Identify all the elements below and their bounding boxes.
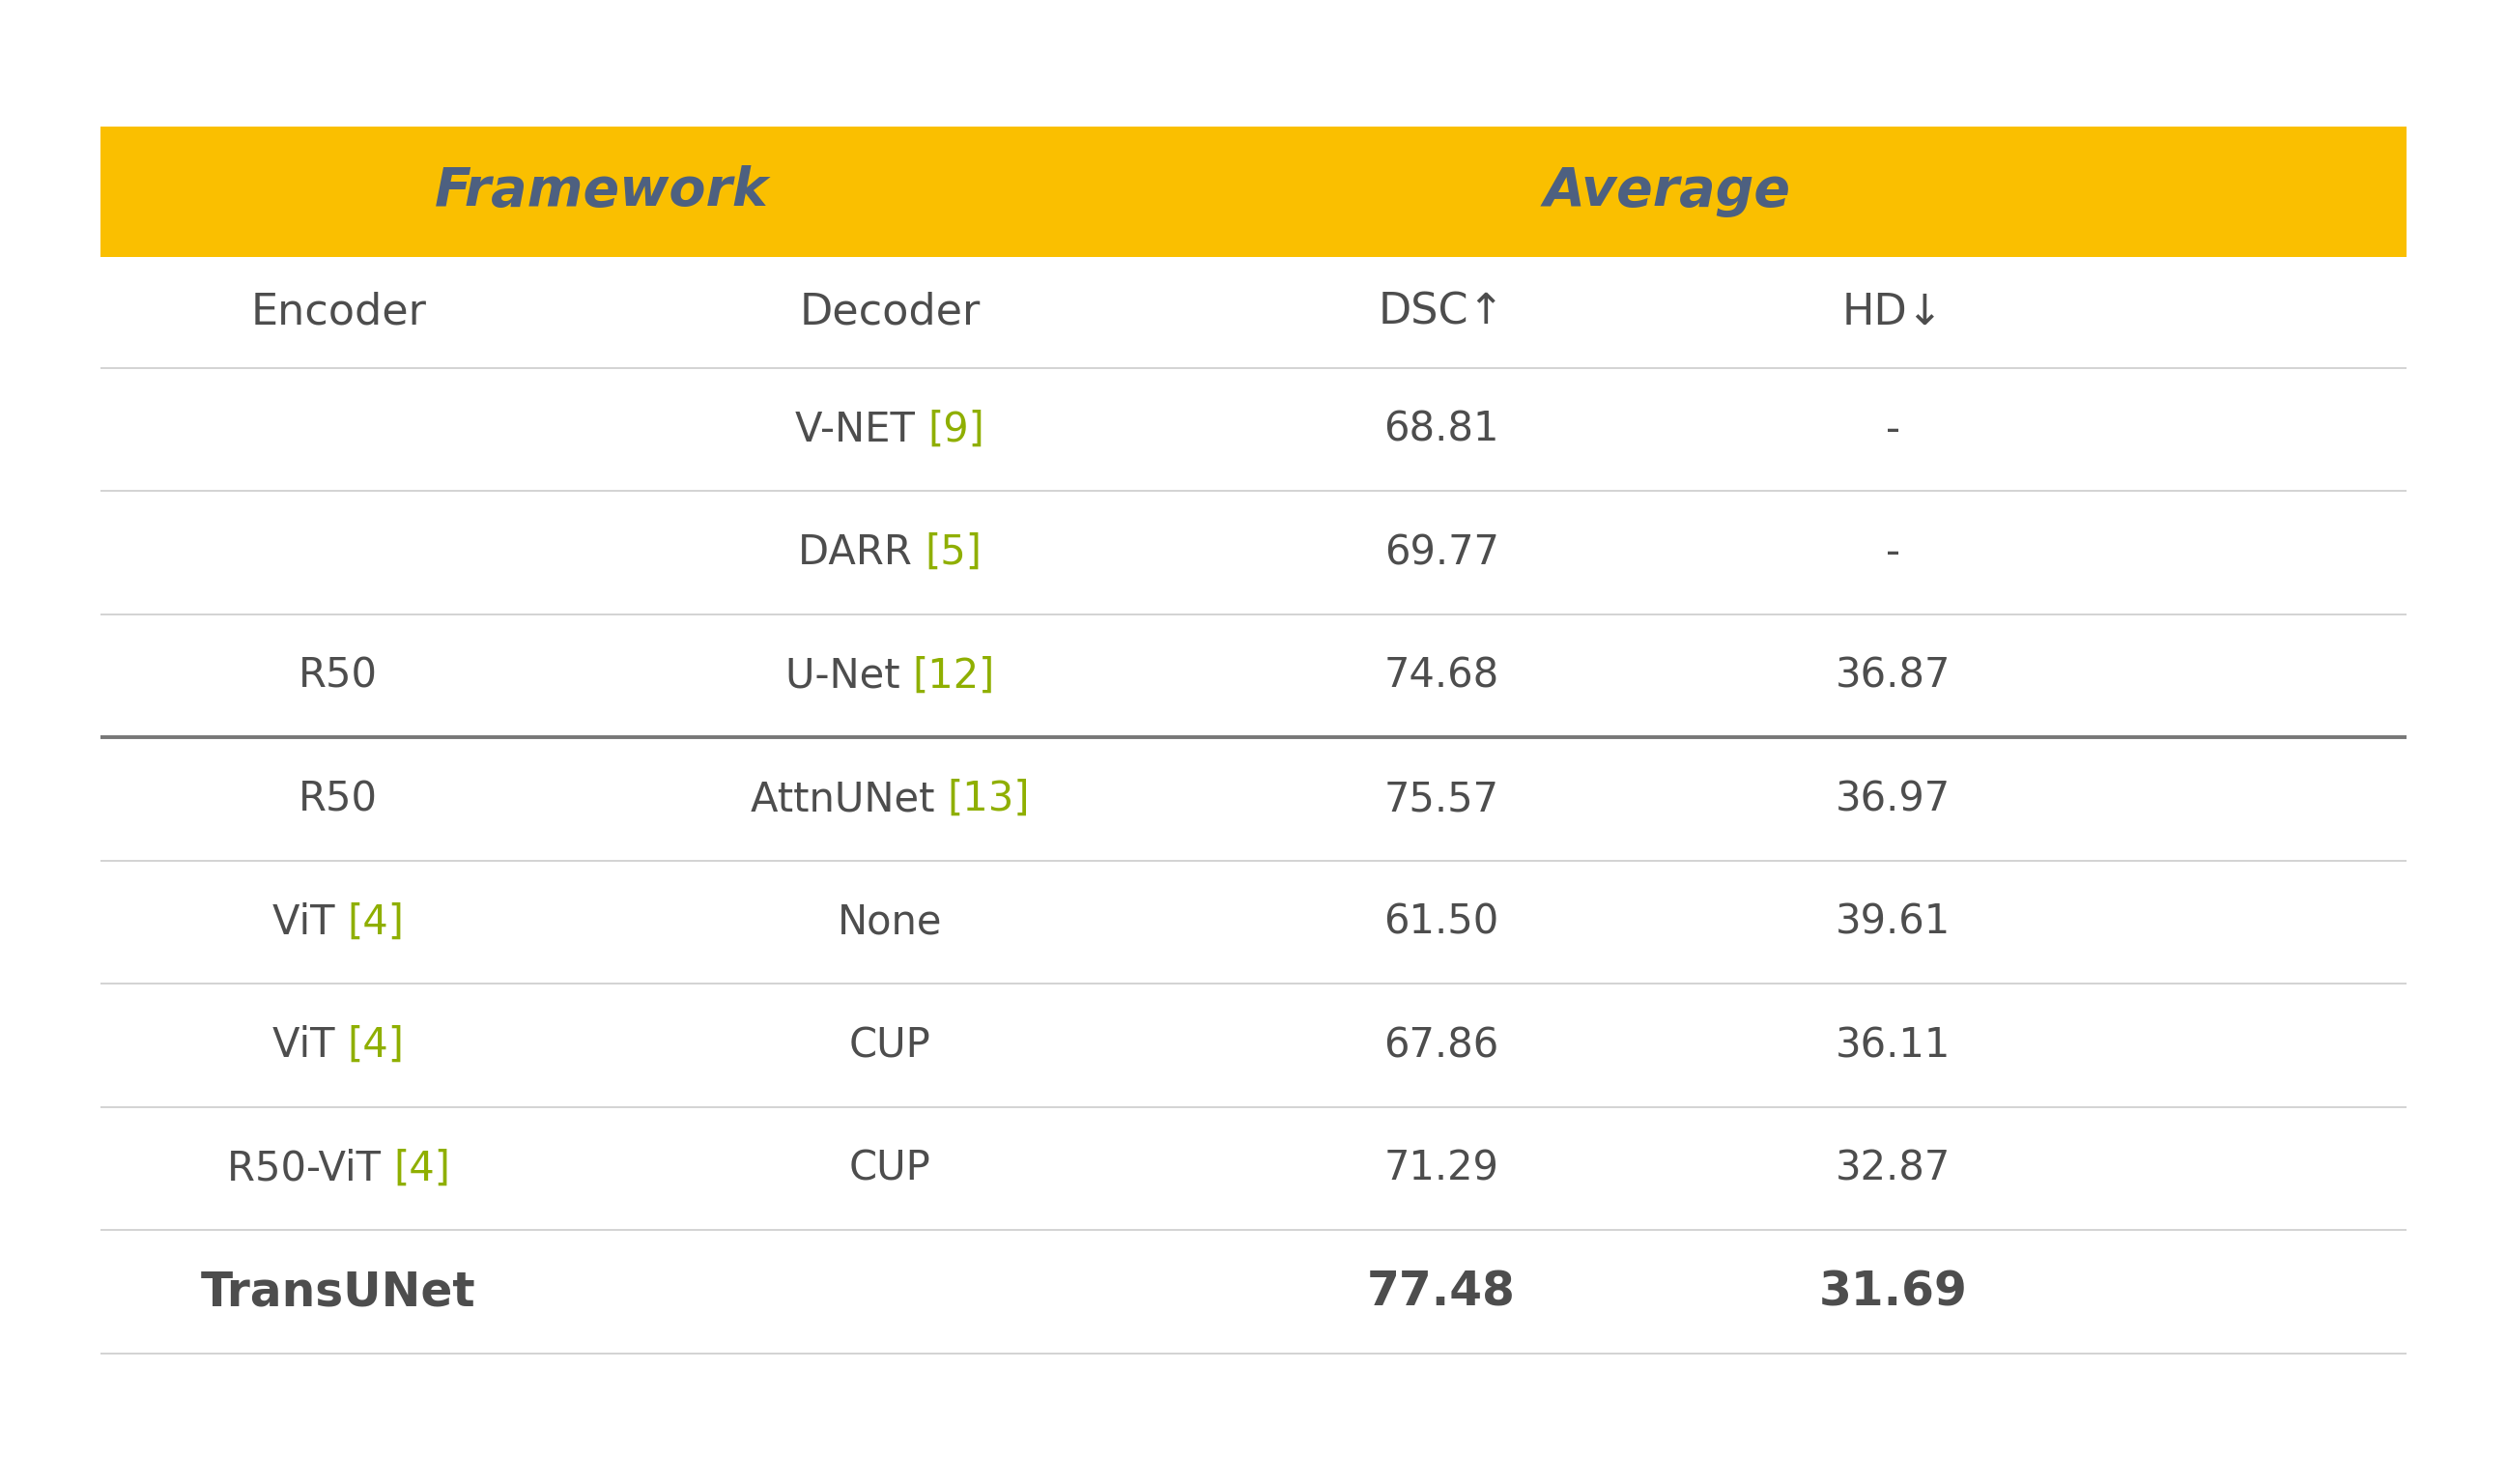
Text: 39.61: 39.61 bbox=[1835, 902, 1950, 942]
Text: [13]: [13] bbox=[948, 779, 1030, 819]
Text: Framework: Framework bbox=[434, 165, 770, 218]
Text: [4]: [4] bbox=[394, 1149, 451, 1189]
Text: [4]: [4] bbox=[348, 902, 404, 942]
Text: CUP: CUP bbox=[850, 1025, 930, 1066]
Text: Average: Average bbox=[1544, 165, 1790, 218]
Text: 75.57: 75.57 bbox=[1384, 779, 1499, 819]
Text: -: - bbox=[1885, 533, 1900, 573]
Text: 36.97: 36.97 bbox=[1835, 779, 1950, 819]
Text: 61.50: 61.50 bbox=[1384, 902, 1499, 942]
Text: 74.68: 74.68 bbox=[1384, 656, 1499, 696]
Text: R50-ViT: R50-ViT bbox=[226, 1149, 394, 1189]
Text: -: - bbox=[1885, 410, 1900, 450]
Text: HD↓: HD↓ bbox=[1843, 292, 1943, 332]
Text: 77.48: 77.48 bbox=[1366, 1269, 1517, 1315]
Text: Encoder: Encoder bbox=[251, 292, 426, 332]
Text: V-NET: V-NET bbox=[795, 410, 928, 450]
Text: [5]: [5] bbox=[925, 533, 983, 573]
Text: Decoder: Decoder bbox=[800, 292, 980, 332]
Text: R50: R50 bbox=[298, 779, 379, 819]
Text: DSC↑: DSC↑ bbox=[1379, 292, 1504, 332]
Text: 31.69: 31.69 bbox=[1818, 1269, 1968, 1315]
Text: CUP: CUP bbox=[850, 1149, 930, 1189]
Text: 68.81: 68.81 bbox=[1384, 410, 1499, 450]
Text: None: None bbox=[837, 902, 943, 942]
Text: ViT: ViT bbox=[273, 902, 348, 942]
Text: 36.11: 36.11 bbox=[1835, 1025, 1950, 1066]
Text: R50: R50 bbox=[298, 656, 379, 696]
Text: AttnUNet: AttnUNet bbox=[750, 779, 948, 819]
Text: 36.87: 36.87 bbox=[1835, 656, 1950, 696]
Text: 71.29: 71.29 bbox=[1384, 1149, 1499, 1189]
Text: U-Net: U-Net bbox=[785, 656, 913, 696]
Text: [12]: [12] bbox=[913, 656, 995, 696]
Text: 32.87: 32.87 bbox=[1835, 1149, 1950, 1189]
Text: 69.77: 69.77 bbox=[1384, 533, 1499, 573]
Text: ViT: ViT bbox=[273, 1025, 348, 1066]
Text: 67.86: 67.86 bbox=[1384, 1025, 1499, 1066]
Text: [9]: [9] bbox=[928, 410, 985, 450]
FancyBboxPatch shape bbox=[100, 126, 2407, 257]
Text: TransUNet: TransUNet bbox=[201, 1269, 476, 1315]
Text: [4]: [4] bbox=[348, 1025, 404, 1066]
Text: DARR: DARR bbox=[797, 533, 925, 573]
